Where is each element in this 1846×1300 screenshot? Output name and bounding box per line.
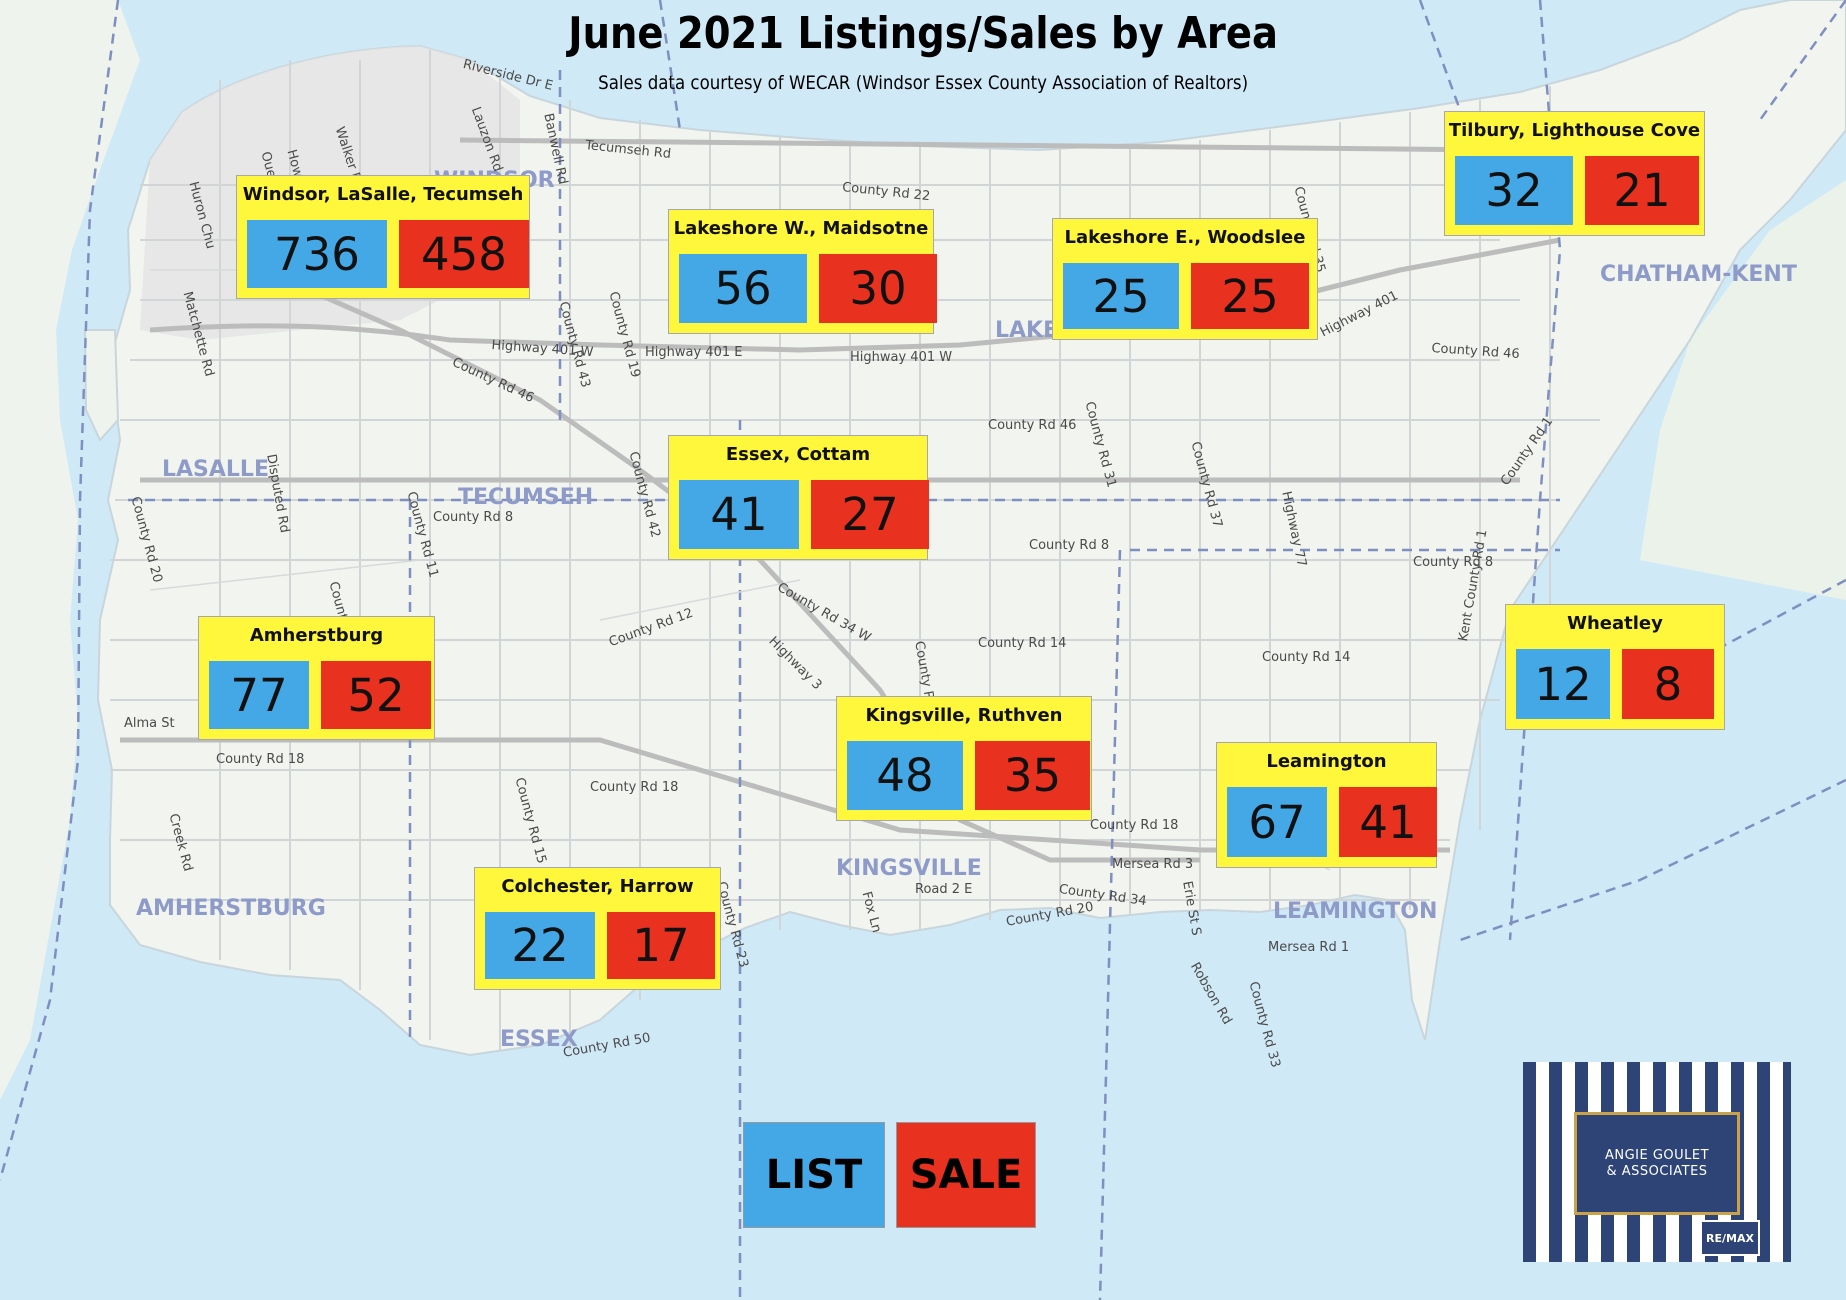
- municipality-label: LASALLE: [162, 457, 269, 482]
- legend-list-key: LIST: [743, 1122, 885, 1228]
- legend-sale-label: SALE: [909, 1152, 1023, 1198]
- sale-count: 21: [1585, 156, 1699, 225]
- area-name: Amherstburg: [249, 625, 384, 646]
- area-label-box: Colchester, Harrow 22 17: [474, 867, 721, 990]
- sale-count: 52: [321, 661, 431, 729]
- area-label-box: Windsor, LaSalle, Tecumseh 736 458: [236, 175, 530, 299]
- road-label: Mersea Rd 1: [1268, 940, 1350, 955]
- municipality-label: KINGSVILLE: [836, 856, 982, 881]
- road-label: Mersea Rd 3: [1112, 857, 1194, 872]
- island: [83, 329, 120, 442]
- road-label: County Rd 18: [590, 780, 679, 795]
- area-label-box: Leamington 67 41: [1216, 742, 1437, 868]
- sale-count: 35: [975, 741, 1090, 810]
- municipality-label: LEAMINGTON: [1273, 899, 1438, 924]
- area-name: Essex, Cottam: [725, 444, 871, 465]
- logo-text: ANGIE GOULET & ASSOCIATES: [1604, 1147, 1710, 1179]
- road-label: County Rd 14: [978, 636, 1067, 651]
- legend-list-label: LIST: [765, 1152, 863, 1198]
- road-label: Highway 401 E: [645, 345, 743, 360]
- sale-count: 27: [811, 480, 929, 549]
- road-label: Road 2 E: [915, 882, 973, 897]
- list-count: 22: [485, 912, 595, 979]
- area-name: Lakeshore E., Woodslee: [1064, 227, 1306, 248]
- list-count: 77: [209, 661, 309, 729]
- municipality-label: AMHERSTBURG: [136, 896, 326, 921]
- area-label-box: Tilbury, Lighthouse Cove 32 21: [1444, 111, 1705, 236]
- brokerage-logo: ANGIE GOULET & ASSOCIATES RE/MAX: [1523, 1062, 1791, 1262]
- road-label: Alma St: [124, 716, 175, 731]
- area-name: Wheatley: [1567, 613, 1663, 634]
- legend-sale-key: SALE: [896, 1122, 1036, 1228]
- list-count: 41: [679, 480, 799, 549]
- area-label-box: Lakeshore W., Maidsotne 56 30: [668, 209, 937, 334]
- sale-count: 25: [1191, 263, 1309, 329]
- area-name: Lakeshore W., Maidsotne: [673, 218, 929, 239]
- remax-badge: RE/MAX: [1700, 1220, 1760, 1256]
- list-count: 67: [1227, 787, 1327, 857]
- list-count: 56: [679, 254, 807, 323]
- list-count: 48: [847, 741, 963, 810]
- municipality-label: LAKE: [995, 318, 1059, 343]
- page-subtitle: Sales data courtesy of WECAR (Windsor Es…: [598, 72, 1249, 94]
- area-name: Tilbury, Lighthouse Cove: [1448, 120, 1701, 141]
- sale-count: 458: [399, 220, 529, 288]
- area-name: Windsor, LaSalle, Tecumseh: [242, 184, 524, 205]
- page-title: June 2021 Listings/Sales by Area: [568, 8, 1278, 59]
- road-label: Highway 401 W: [850, 350, 953, 365]
- sale-count: 8: [1622, 649, 1714, 719]
- road-label: County Rd 8: [1029, 538, 1110, 553]
- road-label: County Rd 8: [1413, 555, 1494, 570]
- logo-plate: ANGIE GOULET & ASSOCIATES: [1574, 1112, 1740, 1215]
- sale-count: 30: [819, 254, 937, 323]
- list-count: 32: [1455, 156, 1573, 225]
- area-name: Colchester, Harrow: [501, 876, 694, 897]
- road-label: County Rd 8: [433, 510, 514, 525]
- sale-count: 41: [1339, 787, 1437, 857]
- road-label: County Rd 46: [988, 418, 1077, 433]
- municipality-label: ESSEX: [500, 1027, 578, 1052]
- area-name: Kingsville, Ruthven: [865, 705, 1063, 726]
- area-label-box: Essex, Cottam 41 27: [668, 435, 929, 560]
- land-outside: [0, 0, 1846, 1100]
- area-name: Leamington: [1266, 751, 1387, 772]
- list-count: 736: [247, 220, 387, 288]
- road-label: County Rd 14: [1262, 650, 1351, 665]
- municipality-label: TECUMSEH: [458, 485, 594, 510]
- list-count: 12: [1516, 649, 1610, 719]
- area-label-box: Kingsville, Ruthven 48 35: [836, 696, 1092, 821]
- area-label-box: Amherstburg 77 52: [198, 616, 435, 740]
- list-count: 25: [1063, 263, 1179, 329]
- municipality-label: CHATHAM-KENT: [1600, 262, 1797, 287]
- road-label: County Rd 18: [1090, 818, 1179, 833]
- area-label-box: Wheatley 12 8: [1505, 604, 1725, 730]
- area-label-box: Lakeshore E., Woodslee 25 25: [1052, 218, 1318, 340]
- road-label: County Rd 18: [216, 752, 305, 767]
- sale-count: 17: [607, 912, 715, 979]
